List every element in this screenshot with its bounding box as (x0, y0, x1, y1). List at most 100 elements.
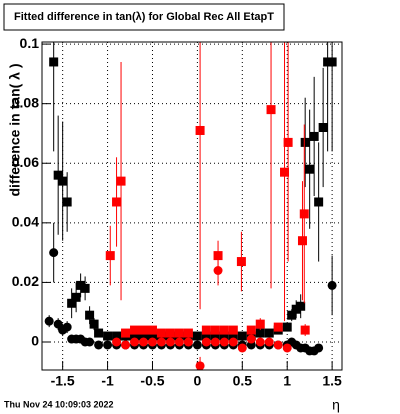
marker (228, 331, 238, 341)
marker (246, 325, 256, 335)
marker (210, 337, 220, 347)
marker (192, 331, 202, 341)
timestamp: Thu Nov 24 10:09:03 2022 (4, 399, 114, 409)
y-axis-label: difference in tan( λ ) (7, 63, 23, 196)
marker (297, 236, 307, 246)
marker (228, 325, 238, 335)
marker (201, 337, 211, 347)
marker (105, 251, 115, 261)
marker (138, 337, 148, 347)
marker (236, 257, 246, 267)
marker (273, 340, 283, 350)
marker (62, 322, 72, 332)
marker (67, 298, 77, 308)
marker (80, 283, 90, 293)
marker (85, 310, 95, 320)
marker (62, 197, 72, 207)
y-tick-label: 0 (31, 333, 39, 349)
marker (147, 337, 157, 347)
marker (201, 325, 211, 335)
x-axis-label: η (332, 397, 340, 413)
marker (183, 337, 193, 347)
marker (89, 319, 99, 329)
marker (174, 328, 184, 338)
marker (282, 322, 292, 332)
marker (219, 331, 229, 341)
marker (53, 170, 63, 180)
marker (138, 331, 148, 341)
marker (255, 328, 265, 338)
marker (305, 164, 315, 174)
marker (94, 340, 104, 350)
marker (121, 340, 131, 350)
marker (49, 57, 59, 67)
marker (130, 337, 140, 347)
marker (246, 334, 256, 344)
plot-border (41, 41, 343, 371)
marker (210, 325, 220, 335)
marker (327, 57, 337, 67)
marker (156, 337, 166, 347)
marker (210, 331, 220, 341)
marker (255, 319, 265, 329)
marker (266, 105, 276, 115)
marker (264, 337, 274, 347)
x-tick-label: -0.5 (140, 373, 164, 389)
marker (299, 209, 309, 219)
marker (195, 125, 205, 135)
marker (264, 328, 274, 338)
x-tick-label: 0 (193, 373, 201, 389)
data-layer (44, 42, 337, 370)
marker (147, 331, 157, 341)
marker (121, 328, 131, 338)
marker (174, 337, 184, 347)
x-tick-label: -1.5 (51, 373, 75, 389)
y-tick-label: 0.08 (12, 94, 39, 110)
marker (309, 131, 319, 141)
marker (195, 361, 205, 370)
marker (219, 325, 229, 335)
marker (273, 322, 283, 332)
marker (318, 123, 328, 133)
marker (130, 325, 140, 335)
marker (300, 325, 310, 335)
title-box (3, 3, 285, 31)
x-tick-label: 0.5 (233, 373, 253, 389)
marker (228, 337, 238, 347)
x-tick-label: -1 (101, 373, 114, 389)
marker (116, 176, 126, 186)
marker (296, 301, 306, 311)
marker (147, 325, 157, 335)
marker (165, 328, 175, 338)
marker (237, 331, 247, 341)
marker (103, 331, 113, 341)
marker (44, 316, 54, 326)
marker (283, 137, 293, 147)
y-tick-label: 0.02 (12, 273, 39, 289)
marker (49, 248, 59, 258)
marker (237, 343, 247, 353)
marker (282, 343, 292, 353)
marker (103, 340, 113, 350)
marker (300, 137, 310, 147)
marker (213, 265, 223, 275)
marker (156, 328, 166, 338)
marker (165, 337, 175, 347)
plot-frame (42, 42, 342, 370)
marker (219, 337, 229, 347)
marker (112, 197, 122, 207)
y-tick-label: 0.04 (12, 214, 39, 230)
marker (255, 337, 265, 347)
marker (94, 328, 104, 338)
marker (201, 331, 211, 341)
marker (314, 197, 324, 207)
marker (71, 292, 81, 302)
marker (85, 337, 95, 347)
marker (287, 310, 297, 320)
marker (112, 337, 122, 347)
x-tick-label: 1 (283, 373, 291, 389)
marker (327, 280, 337, 290)
marker (183, 328, 193, 338)
y-tick-label: 0.1 (20, 35, 40, 51)
